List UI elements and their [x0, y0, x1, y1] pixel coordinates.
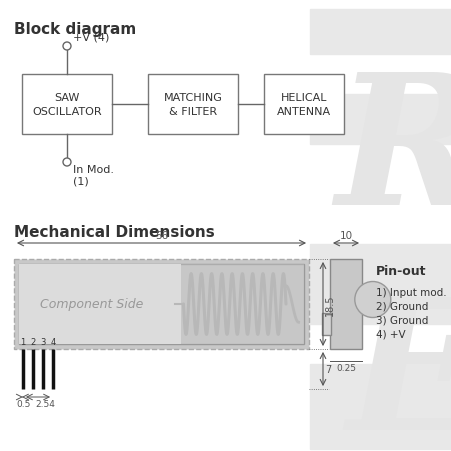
Text: 10: 10	[339, 230, 352, 240]
Bar	[309, 10, 451, 55]
Text: Pin-out: Pin-out	[375, 264, 426, 277]
Text: MATCHING
& FILTER: MATCHING & FILTER	[163, 92, 222, 117]
Text: 1: 1	[20, 337, 26, 346]
Text: 2) Ground: 2) Ground	[375, 301, 428, 311]
Text: In Mod.: In Mod.	[73, 165, 114, 175]
Text: Component Side: Component Side	[40, 298, 143, 311]
Text: 3) Ground: 3) Ground	[375, 315, 428, 325]
Text: 0.25: 0.25	[335, 363, 355, 372]
Text: Block diagram: Block diagram	[14, 22, 136, 37]
Text: 0.5: 0.5	[16, 399, 30, 408]
Text: E: E	[345, 291, 451, 451]
Bar	[181, 264, 304, 344]
Bar	[309, 95, 451, 145]
Text: 2: 2	[30, 337, 36, 346]
Text: SAW
OSCILLATOR: SAW OSCILLATOR	[32, 92, 101, 117]
Bar	[19, 264, 304, 344]
Bar	[14, 259, 308, 349]
Bar	[19, 264, 181, 344]
Text: HELICAL
ANTENNA: HELICAL ANTENNA	[276, 92, 330, 117]
Bar	[321, 313, 330, 335]
Bar	[263, 75, 343, 135]
Text: Mechanical Dimensions: Mechanical Dimensions	[14, 225, 214, 239]
Text: 56: 56	[155, 230, 168, 240]
Text: 3: 3	[40, 337, 46, 346]
Circle shape	[63, 159, 71, 166]
Text: (1): (1)	[73, 177, 88, 187]
Text: 2.54: 2.54	[35, 399, 55, 408]
Text: R: R	[334, 67, 451, 243]
Bar	[22, 75, 112, 135]
Bar	[309, 364, 451, 449]
Text: +V (4): +V (4)	[73, 33, 109, 43]
Text: 4: 4	[50, 337, 55, 346]
Circle shape	[354, 282, 390, 318]
Text: 18.5: 18.5	[324, 294, 334, 315]
Text: 1) Input mod.: 1) Input mod.	[375, 287, 446, 297]
Text: 4) +V: 4) +V	[375, 329, 405, 339]
Bar	[309, 244, 451, 324]
Bar	[329, 259, 361, 349]
Bar	[147, 75, 238, 135]
Circle shape	[63, 43, 71, 51]
Text: 7: 7	[324, 364, 331, 374]
